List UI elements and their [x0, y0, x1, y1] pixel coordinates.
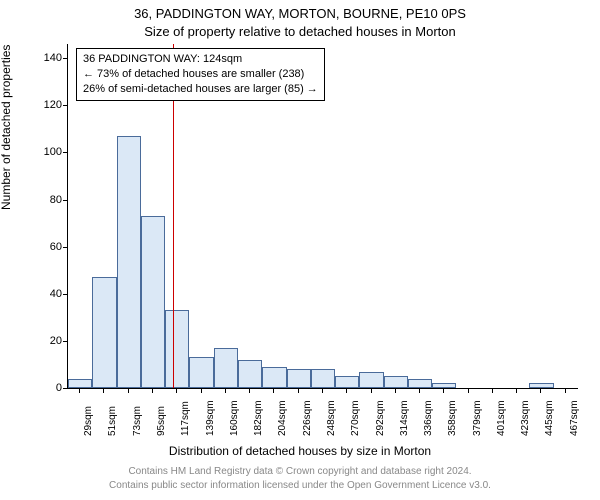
x-tick-label: 423sqm — [520, 400, 531, 436]
x-tick-label: 314sqm — [399, 400, 410, 436]
y-tick-label: 20 — [50, 335, 62, 347]
histogram-bar — [117, 136, 141, 388]
histogram-bar — [287, 369, 311, 388]
title-sub: Size of property relative to detached ho… — [0, 24, 600, 39]
y-tick-label: 60 — [50, 241, 62, 253]
histogram-bar — [68, 379, 92, 388]
x-tick-label: 270sqm — [350, 400, 361, 436]
histogram-bar — [92, 277, 116, 388]
histogram-bar — [408, 379, 432, 388]
y-axis-label: Number of detached properties — [0, 45, 13, 210]
annotation-line1: 36 PADDINGTON WAY: 124sqm — [83, 52, 318, 67]
x-tick-label: 401sqm — [496, 400, 507, 436]
histogram-bar — [214, 348, 238, 388]
annotation-box: 36 PADDINGTON WAY: 124sqm ← 73% of detac… — [76, 48, 325, 101]
x-tick-label: 336sqm — [423, 400, 434, 436]
x-tick-mark — [395, 388, 396, 393]
x-tick-label: 292sqm — [375, 400, 386, 436]
x-tick-label: 95sqm — [156, 406, 167, 436]
x-tick-mark — [443, 388, 444, 393]
x-tick-mark — [152, 388, 153, 393]
x-tick-label: 445sqm — [544, 400, 555, 436]
x-tick-label: 51sqm — [107, 406, 118, 436]
x-tick-label: 226sqm — [302, 400, 313, 436]
annotation-line3: 26% of semi-detached houses are larger (… — [83, 82, 318, 97]
x-tick-mark — [249, 388, 250, 393]
x-tick-mark — [103, 388, 104, 393]
x-tick-mark — [298, 388, 299, 393]
y-tick-label: 80 — [50, 194, 62, 206]
x-tick-mark — [79, 388, 80, 393]
x-tick-mark — [176, 388, 177, 393]
y-tick-label: 40 — [50, 288, 62, 300]
x-tick-label: 29sqm — [83, 406, 94, 436]
y-tick-label: 140 — [44, 52, 62, 64]
histogram-bar — [165, 310, 189, 388]
x-tick-label: 160sqm — [229, 400, 240, 436]
histogram-bar — [238, 360, 262, 388]
x-tick-label: 248sqm — [326, 400, 337, 436]
footer-line1: Contains HM Land Registry data © Crown c… — [0, 466, 600, 477]
x-tick-label: 73sqm — [132, 406, 143, 436]
x-tick-mark — [371, 388, 372, 393]
x-tick-label: 139sqm — [205, 400, 216, 436]
x-axis-label: Distribution of detached houses by size … — [0, 444, 600, 458]
annotation-line2: ← 73% of detached houses are smaller (23… — [83, 67, 318, 82]
x-tick-label: 204sqm — [277, 400, 288, 436]
histogram-bar — [384, 376, 408, 388]
x-tick-mark — [346, 388, 347, 393]
y-tick-label: 0 — [56, 382, 62, 394]
x-tick-mark — [419, 388, 420, 393]
chart-container: 36, PADDINGTON WAY, MORTON, BOURNE, PE10… — [0, 0, 600, 500]
x-tick-label: 467sqm — [569, 400, 580, 436]
x-tick-mark — [468, 388, 469, 393]
x-tick-mark — [128, 388, 129, 393]
histogram-bar — [335, 376, 359, 388]
x-tick-mark — [565, 388, 566, 393]
histogram-bar — [189, 357, 213, 388]
y-tick-label: 120 — [44, 99, 62, 111]
histogram-bar — [359, 372, 383, 388]
histogram-bar — [262, 367, 286, 388]
x-tick-mark — [516, 388, 517, 393]
x-tick-label: 117sqm — [180, 401, 191, 436]
footer-line2: Contains public sector information licen… — [0, 480, 600, 491]
x-tick-mark — [273, 388, 274, 393]
x-tick-label: 379sqm — [472, 400, 483, 436]
y-tick-label: 100 — [44, 146, 62, 158]
histogram-bar — [141, 216, 165, 388]
x-tick-mark — [492, 388, 493, 393]
x-tick-mark — [201, 388, 202, 393]
x-tick-mark — [225, 388, 226, 393]
histogram-bar — [311, 369, 335, 388]
x-tick-label: 182sqm — [253, 400, 264, 436]
title-main: 36, PADDINGTON WAY, MORTON, BOURNE, PE10… — [0, 6, 600, 21]
x-tick-label: 358sqm — [447, 400, 458, 436]
x-tick-mark — [540, 388, 541, 393]
x-tick-mark — [322, 388, 323, 393]
